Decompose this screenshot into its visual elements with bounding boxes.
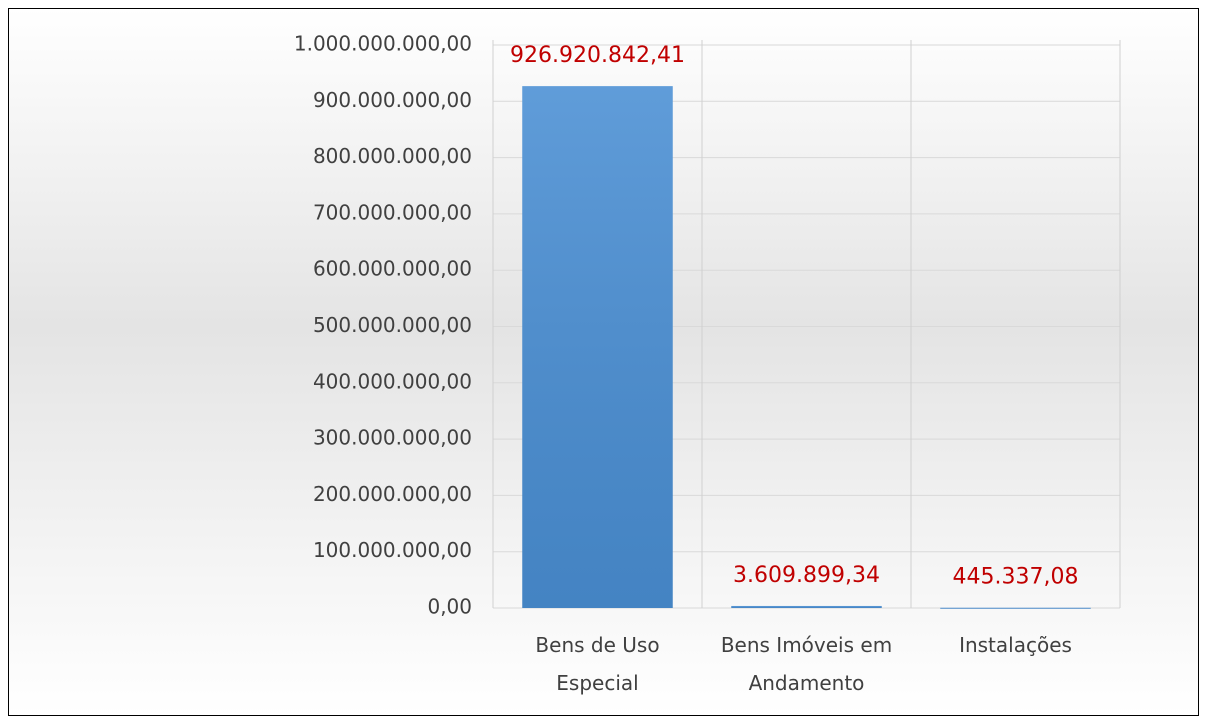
y-tick-label: 800.000.000,00 — [313, 144, 472, 168]
value-label: 445.337,08 — [953, 565, 1079, 590]
y-tick-label: 600.000.000,00 — [313, 257, 472, 281]
y-tick-label: 0,00 — [427, 595, 472, 619]
value-label: 3.609.899,34 — [733, 563, 880, 588]
y-tick-label: 100.000.000,00 — [313, 538, 472, 562]
y-tick-label: 900.000.000,00 — [313, 88, 472, 112]
y-tick-label: 300.000.000,00 — [313, 426, 472, 450]
y-tick-label: 200.000.000,00 — [313, 482, 472, 506]
bar-sheen — [522, 86, 673, 609]
y-tick-label: 1.000.000.000,00 — [294, 32, 472, 56]
y-tick-label: 500.000.000,00 — [313, 313, 472, 337]
bar-sheen — [940, 607, 1091, 609]
value-label: 926.920.842,41 — [510, 43, 685, 68]
x-tick-label: Bens de Uso Especial — [535, 633, 660, 695]
bar-sheen — [731, 605, 882, 608]
x-tick-label: Bens Imóveis em Andamento — [720, 633, 893, 695]
x-tick-label: Instalações — [959, 633, 1072, 657]
y-tick-label: 400.000.000,00 — [313, 369, 472, 393]
y-tick-label: 700.000.000,00 — [313, 200, 472, 224]
